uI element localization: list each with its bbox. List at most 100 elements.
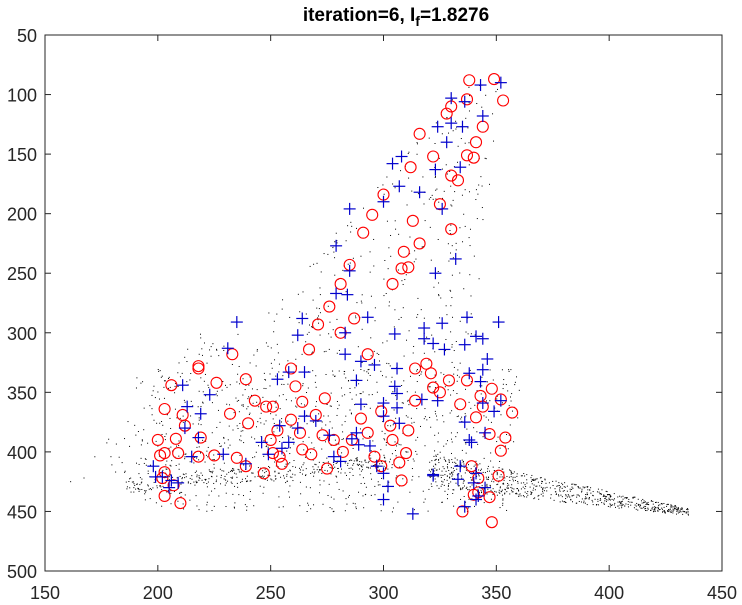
background-dot <box>214 488 216 490</box>
plus-point <box>352 438 365 451</box>
background-dot <box>140 457 142 459</box>
background-dot <box>360 482 362 484</box>
background-dot <box>231 470 233 472</box>
background-dot <box>515 493 517 495</box>
circle-point <box>395 262 408 275</box>
background-dot <box>450 233 452 235</box>
background-dot <box>170 490 172 492</box>
background-dot <box>229 404 231 406</box>
y-tick-label: 400 <box>7 443 37 463</box>
background-dot <box>607 499 609 501</box>
circle-point <box>336 445 349 458</box>
background-dot <box>368 368 370 370</box>
circle-point <box>506 406 519 419</box>
background-dot <box>364 494 366 496</box>
background-dot <box>138 473 140 475</box>
background-dot <box>617 496 619 498</box>
background-dot <box>408 404 410 406</box>
background-dot <box>485 158 487 160</box>
background-dot <box>234 472 236 474</box>
background-dot <box>328 348 330 350</box>
background-dot <box>627 506 629 508</box>
background-dot <box>151 394 153 396</box>
background-dot <box>480 489 482 491</box>
background-dot <box>460 498 462 500</box>
background-dot <box>487 478 489 480</box>
background-dot <box>318 308 320 310</box>
background-dot <box>143 429 145 431</box>
background-dot <box>383 438 385 440</box>
background-dot <box>311 326 313 328</box>
background-dot <box>205 478 207 480</box>
background-dot <box>199 477 201 479</box>
background-dot <box>334 375 336 377</box>
background-dot <box>355 317 357 319</box>
background-dot <box>448 483 450 485</box>
background-dot <box>199 333 201 335</box>
background-dot <box>620 496 622 498</box>
background-dot <box>558 485 560 487</box>
background-dot <box>370 478 372 480</box>
background-dot <box>654 507 656 509</box>
background-dot <box>319 469 321 471</box>
background-dot <box>291 425 293 427</box>
plus-point <box>449 252 462 265</box>
plus-point <box>350 374 363 387</box>
background-dot <box>177 372 179 374</box>
plus-point <box>339 348 352 361</box>
background-dot <box>590 492 592 494</box>
background-dot <box>312 466 314 468</box>
plus-point <box>388 380 401 393</box>
background-dot <box>397 501 399 503</box>
background-dot <box>555 493 557 495</box>
background-dot <box>384 259 386 261</box>
background-dot <box>147 484 149 486</box>
background-dot <box>149 488 151 490</box>
background-dot <box>583 500 585 502</box>
background-dot <box>326 470 328 472</box>
background-dot <box>610 495 612 497</box>
background-dot <box>428 469 430 471</box>
background-dot <box>435 413 437 415</box>
background-dot <box>558 482 560 484</box>
background-dot <box>124 471 126 473</box>
background-dot <box>218 495 220 497</box>
background-dot <box>321 427 323 429</box>
background-dot <box>509 479 511 481</box>
background-dot <box>318 471 320 473</box>
background-dot <box>609 498 611 500</box>
background-dot <box>588 497 590 499</box>
background-dot <box>155 440 157 442</box>
background-dot <box>157 391 159 393</box>
background-dot <box>380 370 382 372</box>
background-dot <box>242 430 244 432</box>
background-dot <box>465 443 467 445</box>
background-dot <box>350 413 352 415</box>
background-dot <box>447 463 449 465</box>
background-dot <box>315 464 317 466</box>
background-dot <box>403 380 405 382</box>
background-dot <box>388 363 390 365</box>
background-dot <box>654 506 656 508</box>
background-dot <box>450 331 452 333</box>
background-dot <box>277 352 279 354</box>
circle-point <box>397 245 410 258</box>
background-dot <box>292 341 294 343</box>
background-dot <box>333 510 335 512</box>
background-dot <box>249 362 251 364</box>
background-dot <box>478 469 480 471</box>
background-dot <box>451 99 453 101</box>
background-dot <box>435 122 437 124</box>
background-dot <box>157 445 159 447</box>
background-dot <box>342 431 344 433</box>
background-dot <box>634 496 636 498</box>
background-dot <box>290 437 292 439</box>
background-dot <box>586 486 588 488</box>
background-dot <box>408 330 410 332</box>
background-dot <box>469 228 471 230</box>
background-dot <box>609 503 611 505</box>
background-dot <box>384 433 386 435</box>
background-dot <box>262 492 264 494</box>
background-dot <box>225 492 227 494</box>
background-dot <box>442 466 444 468</box>
